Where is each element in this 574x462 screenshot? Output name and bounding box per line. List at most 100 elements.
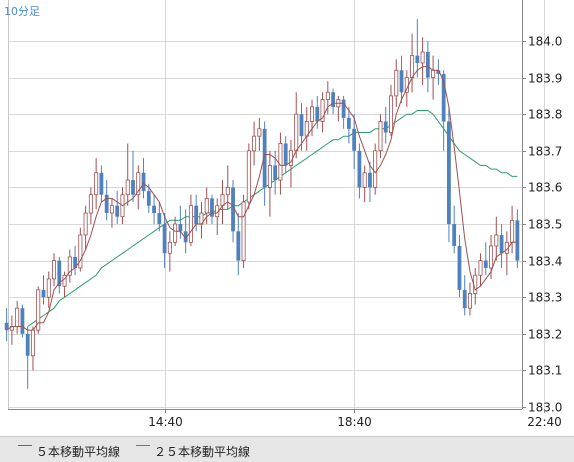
candle-up [215, 198, 220, 235]
candle-up [46, 271, 51, 309]
candle-body [162, 224, 167, 254]
candle-down [447, 106, 451, 243]
candle-body [83, 212, 88, 236]
candle-up [257, 117, 262, 151]
candle-up [241, 194, 246, 268]
candle-up [83, 205, 88, 250]
candle-body [431, 69, 436, 78]
candle-down [315, 95, 320, 129]
candle-up [320, 92, 325, 133]
candle-down [452, 205, 457, 254]
candle-body [204, 197, 209, 214]
candle-body [368, 172, 372, 188]
candle-down [162, 213, 167, 268]
y-tick-label: 183.9 [528, 72, 562, 86]
candle-body [383, 121, 388, 133]
candle-down [331, 88, 335, 115]
candle-body [167, 241, 172, 254]
candle-body [246, 150, 251, 203]
candle-body [478, 260, 483, 276]
candle-body [30, 329, 35, 357]
y-tick-label: 183.4 [528, 255, 562, 269]
candle-down [152, 194, 156, 224]
y-tick-label: 183.6 [528, 181, 562, 195]
candle-down [41, 275, 46, 305]
candle-body [173, 223, 178, 243]
candle-body [194, 205, 199, 224]
candle-body [252, 135, 257, 152]
candle-down [115, 191, 120, 224]
candle-up [167, 231, 172, 272]
candle-body [25, 333, 30, 356]
legend: ５本移動平均線 ２５本移動平均線 [0, 436, 574, 462]
candle-body [346, 117, 351, 129]
candle-down [368, 161, 372, 203]
candle-down [194, 194, 199, 232]
x-tick-label: 18:40 [337, 415, 372, 429]
candle-body [483, 260, 488, 268]
candle-body [109, 205, 114, 214]
candle-body [231, 187, 235, 232]
candle-down [399, 55, 404, 104]
candle-body [157, 213, 162, 224]
candle-up [67, 249, 72, 283]
candle-body [41, 289, 46, 298]
candle-body [131, 180, 135, 195]
candle-up [467, 282, 472, 316]
candle-up [246, 143, 251, 210]
candle-body [462, 289, 467, 309]
candle-up [267, 150, 272, 217]
candle-body [62, 274, 67, 287]
candle-up [88, 187, 93, 224]
candle-body [299, 114, 304, 137]
candle-up [94, 158, 99, 210]
candle-body [436, 70, 441, 74]
candle-body [225, 186, 230, 196]
candle-body [257, 128, 262, 137]
candle-up [9, 315, 14, 345]
candle-body [146, 191, 151, 206]
candle-body [447, 121, 451, 224]
candle-body [52, 260, 57, 280]
x-tick-label: 22:40 [527, 415, 562, 429]
candle-body [178, 224, 183, 232]
candle-down [346, 106, 351, 144]
y-tick-label: 183.5 [528, 218, 562, 232]
candle-down [146, 183, 151, 214]
candles [4, 19, 520, 389]
candle-body [283, 143, 288, 166]
candle-down [73, 245, 77, 276]
candle-down [231, 180, 235, 243]
candle-body [262, 128, 267, 188]
candle-down [57, 256, 62, 294]
candle-down [341, 95, 346, 129]
candle-down [415, 19, 420, 78]
candle-down [499, 224, 504, 268]
candle-body [99, 172, 104, 195]
candle-body [241, 201, 246, 261]
candle-up [188, 194, 193, 246]
candle-down [20, 304, 25, 338]
candle-body [315, 106, 320, 122]
candle-body [115, 205, 120, 217]
candle-body [125, 179, 130, 196]
y-tick-label: 183.8 [528, 108, 562, 122]
candle-up [325, 81, 330, 115]
axes: 183.0 183.1 183.2 183.3 183.4 183.5 183.6 183.7… [8, 0, 562, 429]
candle-body [399, 70, 404, 93]
candle-down [462, 275, 467, 316]
y-tick-label: 183.3 [528, 291, 562, 305]
candle-up [510, 205, 515, 254]
candle-up [199, 202, 204, 239]
ma25-line [27, 110, 518, 327]
candle-down [352, 114, 357, 170]
candle-body [288, 150, 293, 166]
candle-body [57, 260, 62, 287]
legend-label-ma5: ５本移動平均線 [36, 445, 121, 459]
candle-down [383, 106, 388, 144]
candle-body [425, 51, 430, 78]
candle-body [320, 99, 325, 122]
ma5-line [6, 66, 518, 331]
y-tick-label: 183.1 [528, 364, 562, 378]
